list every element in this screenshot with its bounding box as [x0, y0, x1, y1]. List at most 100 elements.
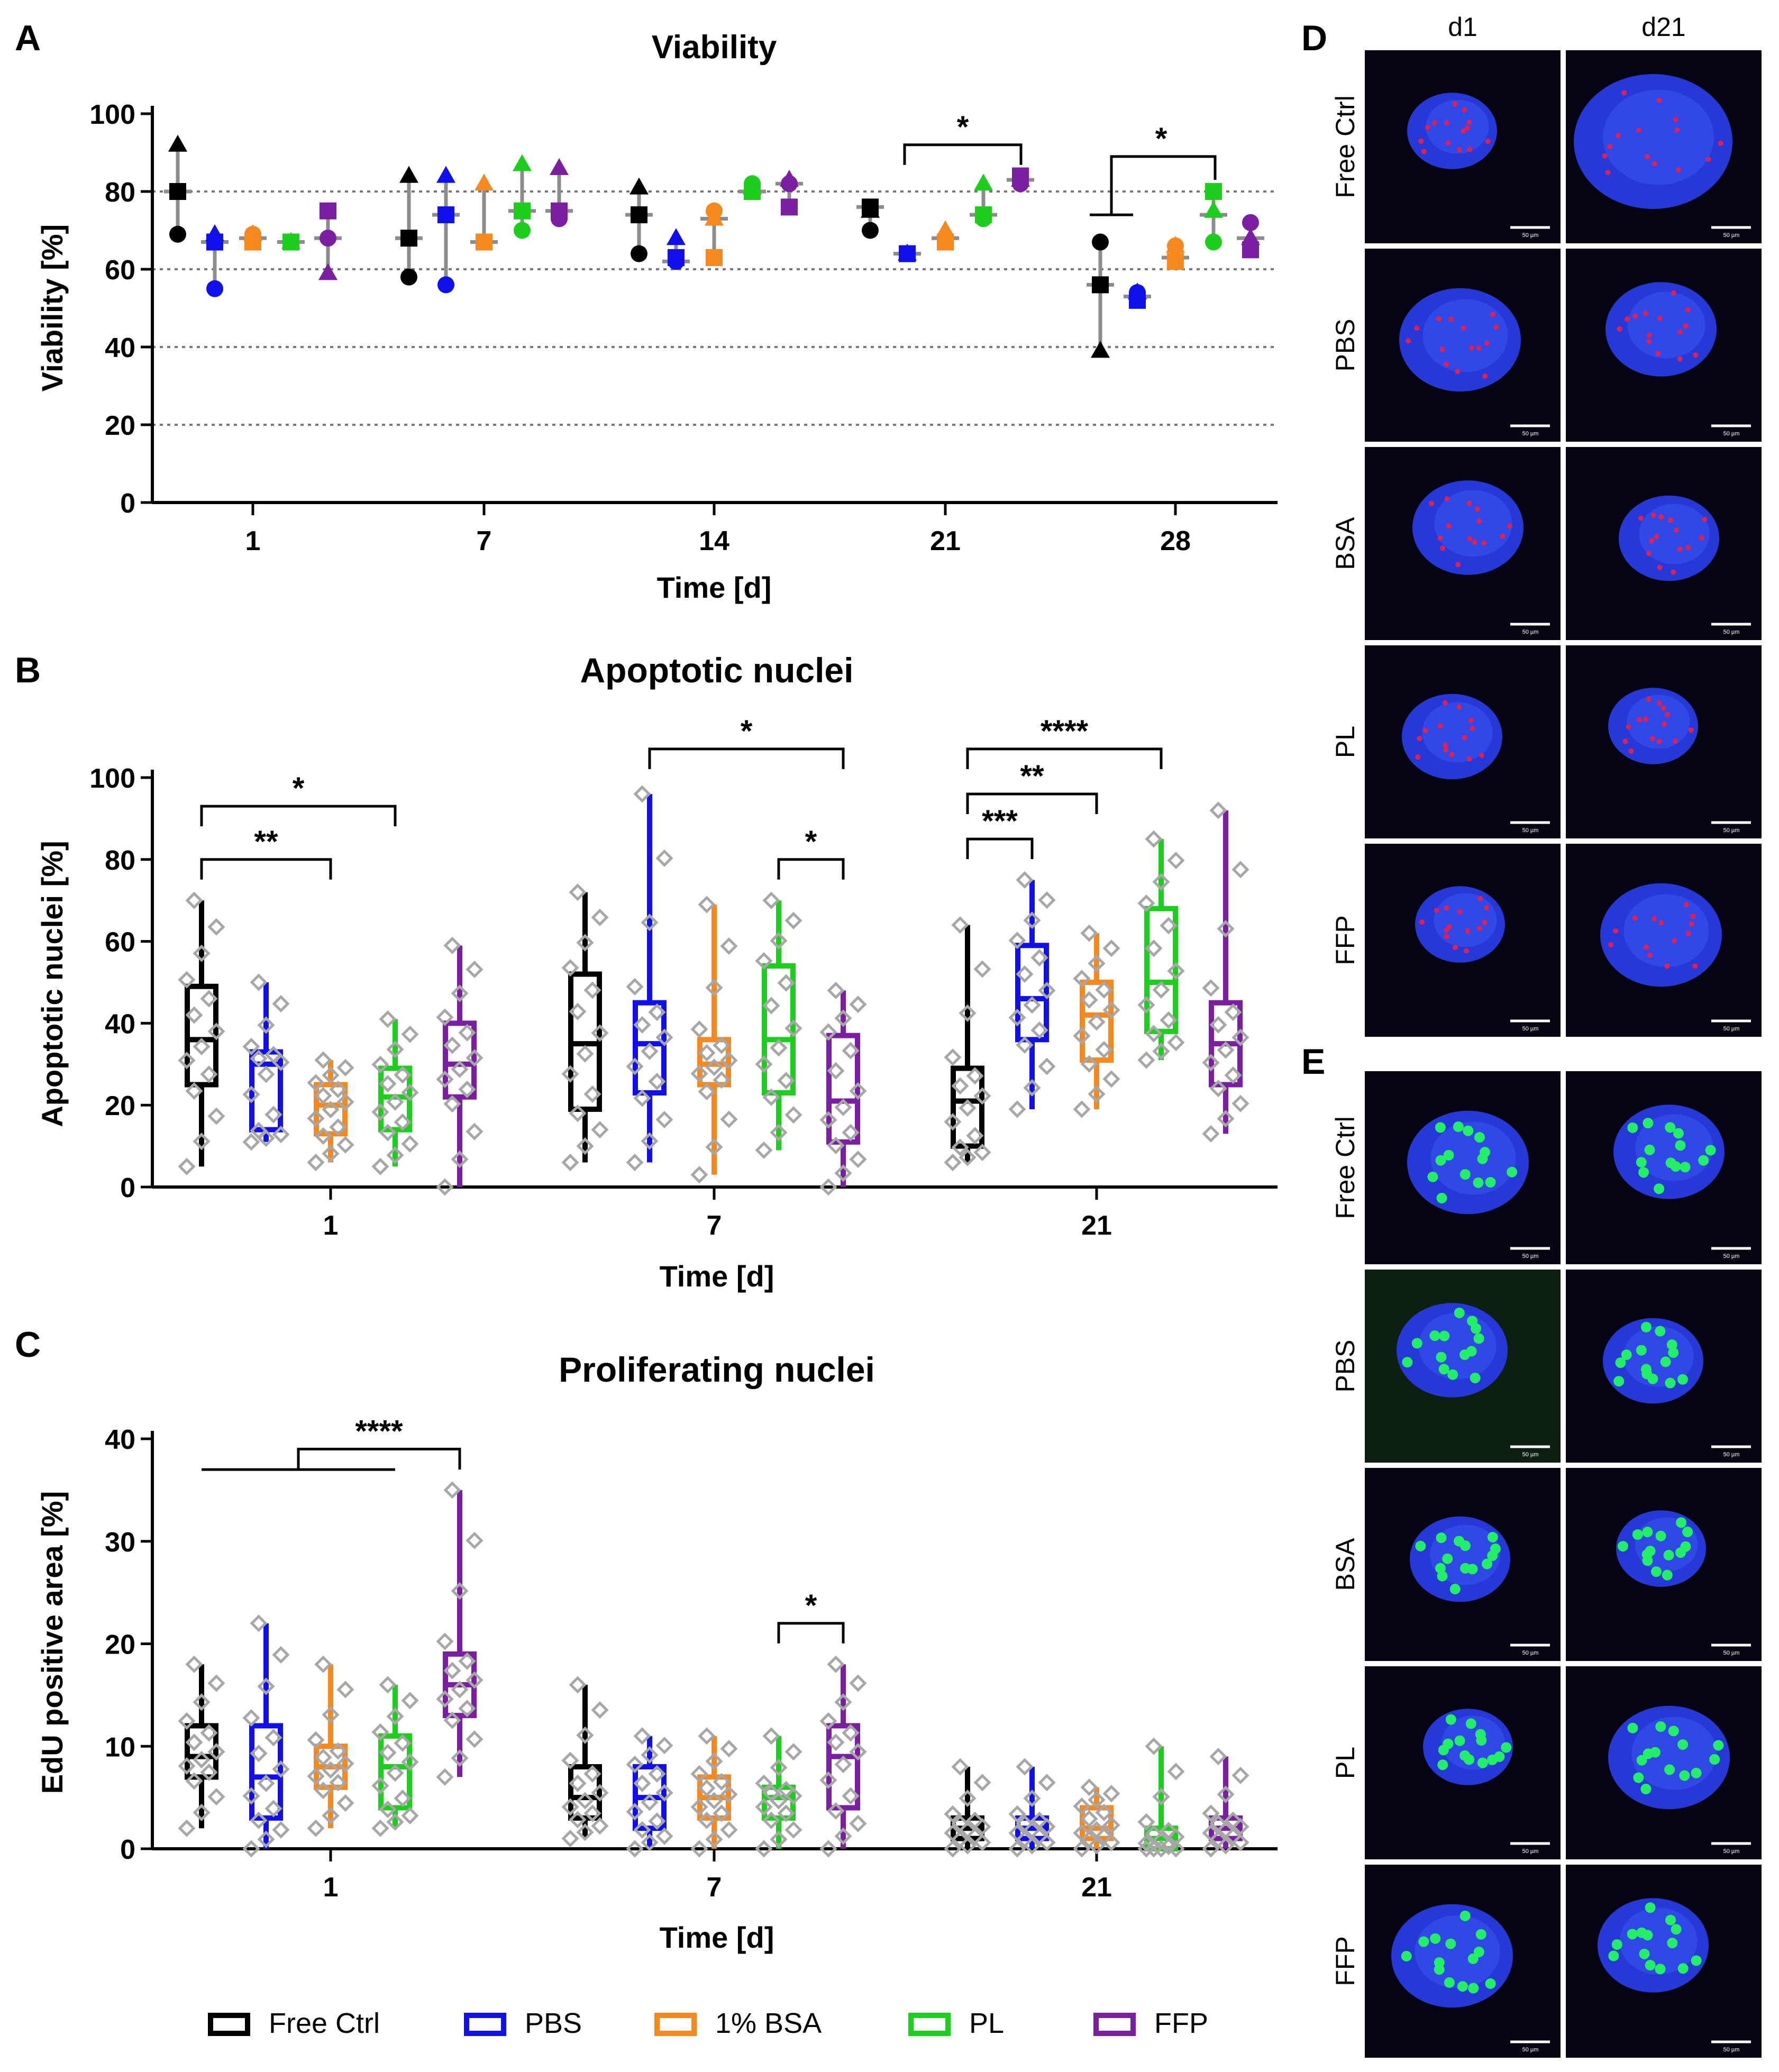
point-triangle — [667, 228, 686, 245]
data-point — [1145, 1737, 1163, 1755]
point-triangle — [630, 177, 649, 195]
data-points — [690, 1727, 738, 1858]
data-point — [336, 1136, 354, 1154]
edu-positive-nucleus — [1642, 1527, 1653, 1538]
data-point — [1038, 981, 1056, 1000]
micrograph: 50 µm — [1365, 1071, 1561, 1264]
data-point — [1209, 1080, 1227, 1098]
series-1-bsa — [307, 1655, 1120, 1858]
row-label: BSA — [1330, 1538, 1360, 1591]
data-point — [576, 934, 594, 952]
data-point — [371, 1055, 389, 1073]
data-point — [561, 1751, 579, 1769]
apoptotic-nucleus — [1677, 329, 1683, 335]
data-point — [272, 1646, 290, 1664]
data-point — [842, 1042, 860, 1060]
apoptotic-nucleus — [1414, 325, 1420, 331]
apoptotic-nucleus — [1406, 338, 1411, 344]
data-point — [458, 1024, 476, 1042]
data-point — [322, 1761, 340, 1779]
data-point — [648, 1073, 666, 1091]
data-point — [1030, 949, 1048, 967]
bracket-line — [297, 1447, 461, 1470]
row-label: FFP — [1330, 915, 1360, 965]
data-point — [1073, 1824, 1091, 1842]
apoptotic-nucleus — [1685, 930, 1691, 936]
data-point — [842, 1724, 860, 1742]
chart-title: Apoptotic nuclei — [580, 651, 854, 690]
micrograph: 50 µm — [1566, 1666, 1762, 1859]
data-point — [443, 1711, 461, 1729]
apoptotic-nucleus — [1718, 140, 1723, 146]
point-circle — [1092, 233, 1109, 251]
data-point — [451, 1749, 469, 1767]
apoptotic-nucleus — [1672, 938, 1677, 944]
data-point — [436, 1768, 454, 1786]
data-point — [1030, 1811, 1048, 1829]
edu-positive-nucleus — [1663, 1549, 1674, 1560]
apoptotic-nucleus — [1437, 723, 1443, 729]
edu-positive-nucleus — [1677, 1374, 1688, 1385]
x-tick-label: 7 — [707, 1872, 722, 1903]
edu-positive-nucleus — [1664, 1764, 1675, 1775]
y-tick-label: 0 — [120, 1834, 135, 1865]
edu-positive-nucleus — [1459, 1910, 1471, 1921]
edu-positive-nucleus — [1691, 1955, 1702, 1966]
x-tick-label: 21 — [930, 526, 961, 556]
point-triangle — [780, 169, 799, 187]
apoptotic-nucleus — [1671, 569, 1676, 575]
data-point — [569, 1002, 587, 1020]
apoptotic-nucleus — [1692, 963, 1698, 969]
apoptotic-nucleus — [1455, 369, 1461, 375]
apoptotic-nucleus — [1646, 696, 1652, 702]
data-point — [1152, 1042, 1170, 1060]
data-point — [1023, 996, 1041, 1014]
point-square — [781, 198, 798, 216]
data-point — [329, 1774, 347, 1792]
apoptotic-nucleus — [1636, 127, 1642, 133]
data-point — [576, 1045, 594, 1063]
data-points — [307, 1051, 354, 1172]
data-point — [1008, 932, 1026, 950]
point-square — [1167, 253, 1184, 270]
edu-positive-nucleus — [1443, 1149, 1454, 1161]
data-point — [633, 1821, 651, 1839]
data-point — [185, 1772, 203, 1790]
data-point — [755, 1840, 773, 1858]
point-triangle — [898, 243, 917, 261]
edu-positive-nucleus — [1641, 1549, 1653, 1560]
apoptotic-nucleus — [1463, 948, 1469, 954]
micrograph: 50 µm — [1365, 1270, 1561, 1463]
micrograph-grid: Free Ctrl 50 µm 50 µm PBS 50 µm 50 µm BSA 50 µm… — [1330, 1071, 1762, 2058]
data-point — [641, 1132, 659, 1150]
point-triangle — [436, 166, 455, 183]
data-point — [762, 891, 780, 909]
data-point — [1008, 1100, 1026, 1118]
edu-positive-nucleus — [1437, 1759, 1448, 1770]
y-tick-label: 20 — [105, 1630, 135, 1660]
micrograph: 50 µm — [1566, 1865, 1762, 2058]
data-point — [641, 914, 659, 932]
data-point — [690, 1765, 708, 1783]
apoptotic-nucleus — [1442, 700, 1448, 706]
edu-positive-nucleus — [1418, 1936, 1429, 1947]
data-point — [1217, 1041, 1235, 1059]
scale-bar-label: 50 µm — [1723, 1452, 1740, 1458]
data-point — [1102, 939, 1120, 957]
apoptotic-nucleus — [1443, 747, 1449, 753]
edu-positive-nucleus — [1636, 1157, 1647, 1168]
data-point — [583, 981, 601, 999]
data-point — [336, 1755, 354, 1773]
edu-positive-nucleus — [1401, 1950, 1412, 1961]
data-points — [371, 1676, 419, 1837]
point-square — [1205, 183, 1222, 200]
data-point — [1102, 1816, 1120, 1834]
scale-bar-label: 50 µm — [1522, 1026, 1539, 1032]
apoptotic-nucleus — [1479, 752, 1484, 758]
scale-bar-label: 50 µm — [1522, 232, 1539, 239]
data-point — [755, 952, 773, 970]
data-point — [178, 1052, 196, 1070]
data-points — [307, 1655, 354, 1837]
edu-positive-nucleus — [1454, 1307, 1465, 1318]
